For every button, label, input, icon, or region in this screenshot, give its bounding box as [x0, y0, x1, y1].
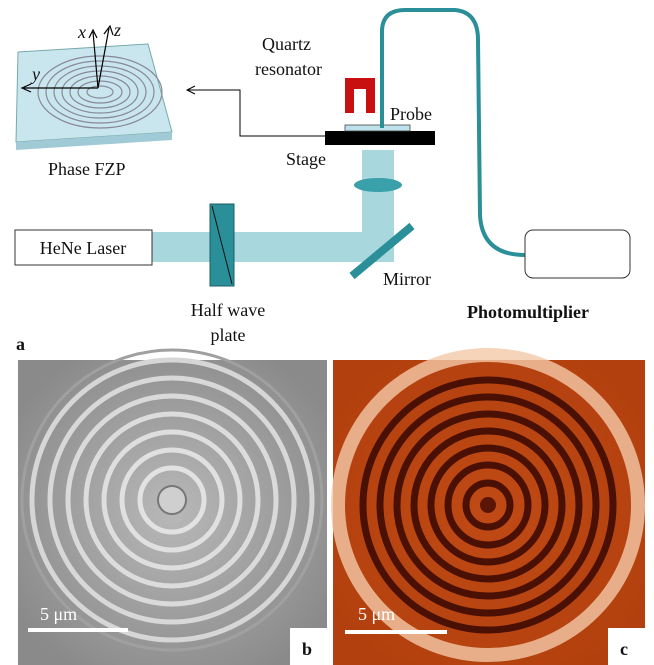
axis-x: x	[77, 22, 86, 42]
stage	[325, 131, 435, 145]
stage-label: Stage	[286, 149, 326, 169]
waveplate-label-2: plate	[211, 325, 246, 345]
axis-z: z	[113, 20, 121, 40]
mirror-label: Mirror	[383, 269, 431, 289]
lens	[354, 178, 402, 192]
quartz-resonator	[345, 78, 375, 113]
scale-bar-b: 5 μm	[40, 604, 77, 624]
resonator-label-2: resonator	[255, 59, 322, 79]
sample-plate	[16, 44, 172, 150]
probe-label: Probe	[390, 104, 432, 124]
waveplate-label-1: Half wave	[191, 300, 265, 320]
scale-bar-c: 5 μm	[358, 604, 395, 624]
panel-c-label: c	[620, 639, 628, 659]
panel-b-label: b	[302, 639, 312, 659]
signal-arrow	[187, 86, 330, 136]
beam-horizontal	[152, 232, 394, 262]
figure: x z y Phase FZP HeNe Laser Quartz resona…	[0, 0, 654, 665]
sample-label: Phase FZP	[48, 159, 126, 179]
detector-box	[525, 230, 630, 278]
detector-label: Photomultiplier	[467, 302, 589, 322]
resonator-label-1: Quartz	[262, 34, 311, 54]
axis-y: y	[30, 64, 40, 84]
laser-label: HeNe Laser	[40, 238, 126, 258]
sample-on-stage	[345, 125, 410, 131]
panel-a-label: a	[16, 334, 25, 354]
